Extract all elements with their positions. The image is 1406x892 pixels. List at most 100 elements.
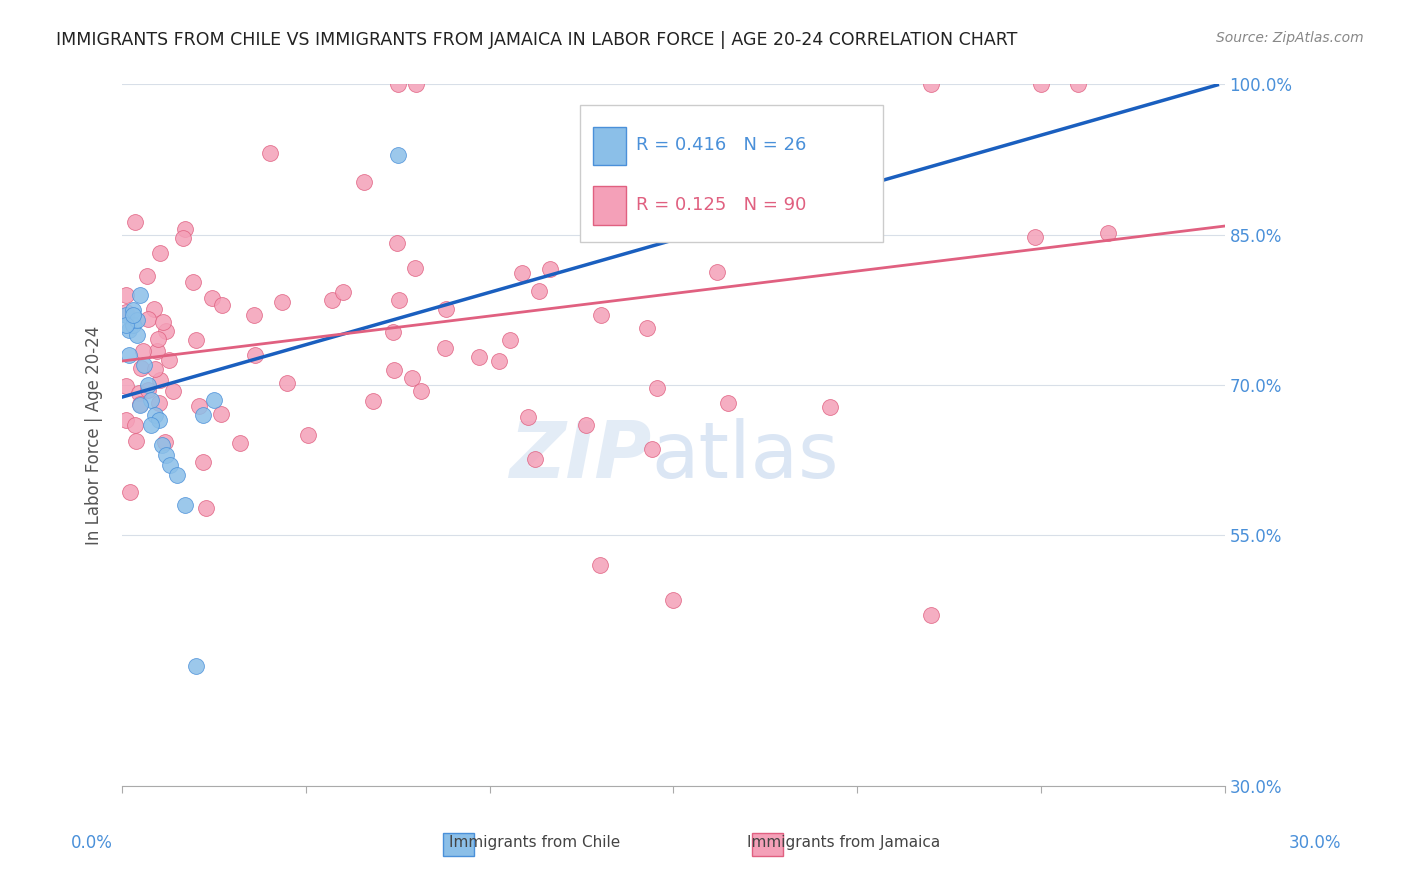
Text: Immigrants from Chile: Immigrants from Chile	[449, 836, 620, 850]
Text: Source: ZipAtlas.com: Source: ZipAtlas.com	[1216, 31, 1364, 45]
Point	[276, 376, 298, 390]
Point	[589, 558, 612, 573]
Point	[191, 408, 214, 422]
Point	[125, 434, 148, 449]
Point	[136, 378, 159, 392]
Point	[129, 288, 152, 302]
Point	[488, 354, 510, 368]
Point	[835, 185, 858, 199]
Point	[662, 593, 685, 607]
Point	[510, 266, 533, 280]
Point	[818, 400, 841, 414]
Point	[202, 392, 225, 407]
Point	[125, 327, 148, 342]
Point	[321, 293, 343, 308]
Point	[173, 498, 195, 512]
Point	[1097, 226, 1119, 240]
Point	[382, 363, 405, 377]
Point	[118, 484, 141, 499]
Point	[405, 78, 427, 92]
Point	[138, 312, 160, 326]
Point	[122, 302, 145, 317]
Point	[173, 222, 195, 236]
Point	[143, 362, 166, 376]
Point	[636, 321, 658, 335]
Point	[387, 235, 409, 250]
Point	[706, 264, 728, 278]
Point	[434, 302, 457, 317]
Point	[201, 291, 224, 305]
Point	[194, 500, 217, 515]
Point	[211, 298, 233, 312]
Point	[411, 384, 433, 399]
Point	[641, 442, 664, 457]
Point	[122, 308, 145, 322]
Point	[155, 448, 177, 462]
Point	[118, 323, 141, 337]
Point	[129, 398, 152, 412]
Point	[499, 333, 522, 347]
Point	[575, 417, 598, 432]
Point	[141, 392, 163, 407]
Point	[243, 308, 266, 322]
Point	[184, 658, 207, 673]
Point	[146, 332, 169, 346]
Point	[783, 169, 806, 184]
Point	[125, 313, 148, 327]
Point	[259, 146, 281, 161]
Point	[122, 318, 145, 332]
Point	[181, 275, 204, 289]
Point	[136, 268, 159, 283]
Point	[157, 353, 180, 368]
FancyBboxPatch shape	[593, 127, 626, 165]
Y-axis label: In Labor Force | Age 20-24: In Labor Force | Age 20-24	[86, 326, 103, 545]
Point	[388, 293, 411, 308]
Point	[209, 408, 232, 422]
Point	[920, 608, 942, 623]
Point	[600, 180, 623, 194]
Point	[132, 343, 155, 358]
Point	[1024, 230, 1046, 244]
Point	[387, 78, 409, 92]
Point	[159, 458, 181, 472]
Point	[332, 285, 354, 299]
Point	[115, 412, 138, 426]
Point	[172, 231, 194, 245]
Point	[731, 115, 754, 129]
Point	[148, 396, 170, 410]
Text: 30.0%: 30.0%	[1288, 834, 1341, 852]
Point	[579, 194, 602, 208]
Point	[353, 175, 375, 189]
Point	[118, 348, 141, 362]
Point	[699, 202, 721, 216]
FancyBboxPatch shape	[579, 105, 883, 243]
Point	[387, 147, 409, 161]
Point	[589, 308, 612, 322]
Text: 0.0%: 0.0%	[70, 834, 112, 852]
Point	[297, 428, 319, 442]
Point	[186, 333, 208, 347]
Point	[128, 396, 150, 410]
Point	[404, 260, 426, 275]
Point	[187, 399, 209, 413]
Point	[152, 315, 174, 329]
Point	[228, 435, 250, 450]
Point	[155, 324, 177, 338]
FancyBboxPatch shape	[593, 186, 626, 225]
Point	[517, 410, 540, 425]
Point	[149, 373, 172, 387]
Point	[166, 468, 188, 483]
Point	[381, 325, 404, 339]
Point	[1029, 78, 1052, 92]
Point	[467, 350, 489, 364]
Text: atlas: atlas	[651, 418, 839, 494]
Point	[529, 284, 551, 298]
Point	[141, 418, 163, 433]
Point	[1066, 78, 1088, 92]
Text: R = 0.416   N = 26: R = 0.416 N = 26	[636, 136, 806, 154]
Point	[270, 295, 292, 310]
Point	[153, 434, 176, 449]
Point	[191, 455, 214, 469]
Point	[717, 396, 740, 410]
Text: Immigrants from Jamaica: Immigrants from Jamaica	[747, 836, 941, 850]
